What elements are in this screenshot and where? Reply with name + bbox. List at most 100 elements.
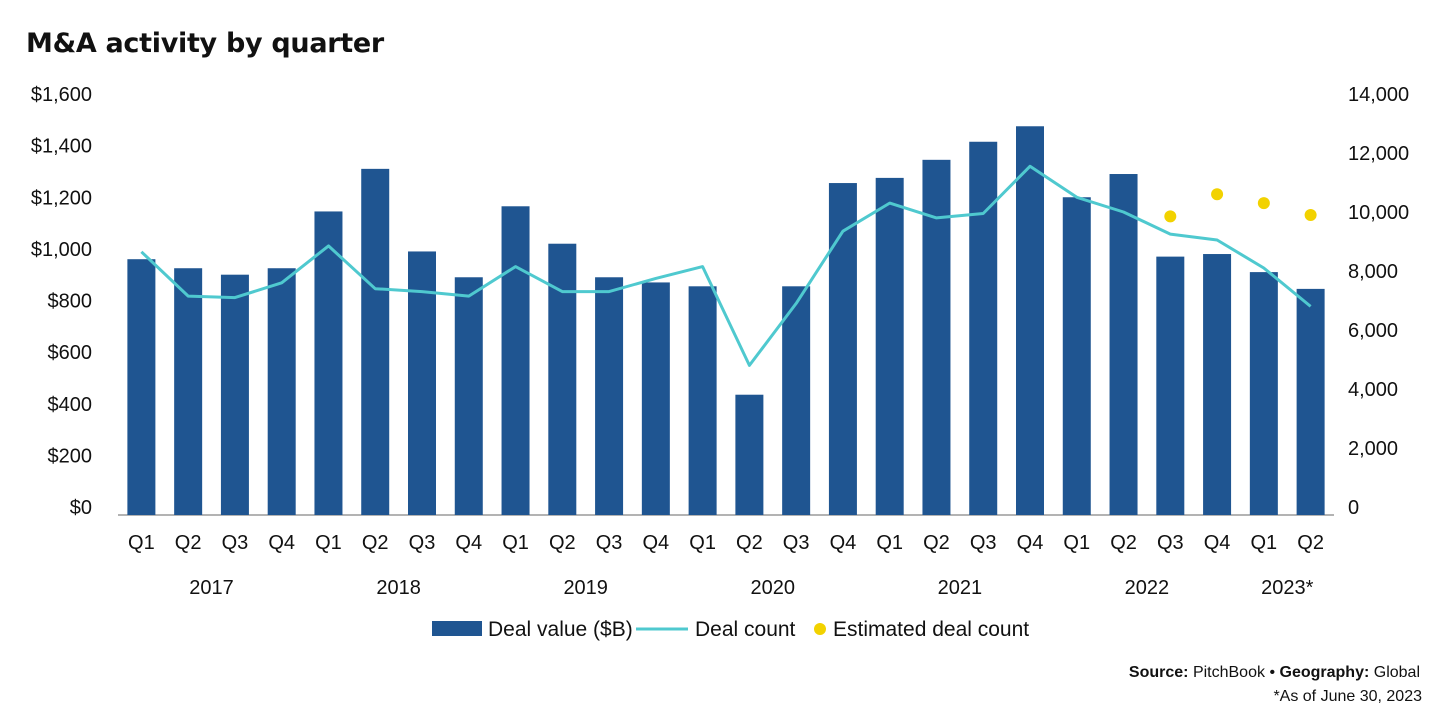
quarter-label: Q1 bbox=[502, 532, 529, 554]
year-label: 2023* bbox=[1261, 577, 1313, 599]
left-tick-label: $1,200 bbox=[31, 187, 92, 209]
left-tick-label: $1,000 bbox=[31, 239, 92, 261]
deal-value-bar bbox=[220, 274, 249, 515]
deal-value-bar bbox=[174, 268, 203, 515]
left-tick-label: $400 bbox=[48, 394, 93, 416]
left-tick-label: $1,400 bbox=[31, 136, 92, 158]
deal-value-bar bbox=[314, 211, 343, 515]
quarter-label: Q4 bbox=[830, 532, 857, 554]
year-label: 2017 bbox=[189, 577, 234, 599]
estimated-deal-count-point bbox=[1211, 188, 1224, 201]
deal-value-bar bbox=[688, 286, 717, 515]
deal-value-bar bbox=[127, 259, 156, 515]
right-tick-label: 0 bbox=[1348, 497, 1359, 519]
quarter-label: Q2 bbox=[736, 532, 763, 554]
quarter-label: Q4 bbox=[1204, 532, 1231, 554]
source-value: PitchBook bbox=[1192, 664, 1265, 681]
quarter-labels: Q1 Q2 Q3 Q4 Q1 Q2 Q3 Q4 Q1 Q2 Q3 Q4 Q1 Q2 Q3 Q4 Q1 Q2 Q3 Q4… bbox=[128, 532, 1324, 554]
chart: $0 $200 $400 $600 $800 $1,000 $1,200 $1,400 $1,6… bbox=[31, 84, 1409, 641]
quarter-label: Q1 bbox=[128, 532, 155, 554]
quarter-label: Q2 bbox=[1110, 532, 1137, 554]
quarter-label: Q3 bbox=[222, 532, 249, 554]
year-label: 2021 bbox=[938, 577, 983, 599]
deal-value-bar bbox=[408, 251, 436, 516]
quarter-label: Q1 bbox=[1251, 532, 1278, 554]
quarter-label: Q3 bbox=[409, 532, 436, 554]
year-labels: 2017 2018 2019 2020 2021 2022 2023* bbox=[189, 577, 1313, 599]
right-tick-label: 8,000 bbox=[1348, 261, 1398, 283]
quarter-label: Q4 bbox=[455, 532, 482, 554]
left-y-axis: $0 $200 $400 $600 $800 $1,000 $1,200 $1,400 $1,6… bbox=[31, 84, 92, 519]
quarter-label: Q3 bbox=[970, 532, 997, 554]
quarter-label: Q1 bbox=[315, 532, 342, 554]
deal-count-line bbox=[140, 164, 1312, 367]
deal-value-bar bbox=[501, 206, 530, 516]
quarter-label: Q2 bbox=[549, 532, 576, 554]
quarter-label: Q2 bbox=[923, 532, 950, 554]
right-tick-label: 10,000 bbox=[1348, 202, 1409, 224]
quarter-label: Q3 bbox=[1157, 532, 1184, 554]
left-tick-label: $600 bbox=[48, 342, 93, 364]
deal-value-bar bbox=[454, 277, 483, 515]
quarter-label: Q1 bbox=[876, 532, 903, 554]
right-y-axis: 0 2,000 4,000 6,000 8,000 10,000 12,000 14,000 bbox=[1348, 84, 1409, 519]
source-label: Source: bbox=[1128, 664, 1189, 681]
source-separator: • bbox=[1269, 664, 1276, 681]
deal-value-bar bbox=[1156, 256, 1185, 515]
deal-value-bar bbox=[1203, 254, 1232, 515]
deal-value-bar bbox=[1016, 126, 1044, 515]
source-line: Source: PitchBook • Geography: Global bbox=[1129, 664, 1420, 682]
estimated-deal-count-point bbox=[1257, 197, 1270, 210]
estimated-deal-count-points bbox=[1164, 188, 1317, 223]
geography-value: Global bbox=[1373, 664, 1420, 681]
year-label: 2020 bbox=[751, 577, 796, 599]
legend-swatch-estimated bbox=[814, 623, 826, 635]
deal-value-bar bbox=[595, 277, 624, 515]
year-label: 2019 bbox=[563, 577, 608, 599]
deal-value-bar bbox=[782, 286, 811, 515]
right-tick-label: 6,000 bbox=[1348, 320, 1398, 342]
as-of-note: *As of June 30, 2023 bbox=[1273, 688, 1422, 705]
quarter-label: Q1 bbox=[1063, 532, 1090, 554]
right-tick-label: 2,000 bbox=[1348, 438, 1398, 460]
deal-value-bar bbox=[1109, 174, 1138, 516]
right-tick-label: 12,000 bbox=[1348, 143, 1409, 165]
estimated-deal-count-point bbox=[1164, 210, 1177, 223]
deal-value-bar bbox=[1296, 288, 1325, 515]
deal-value-bar bbox=[548, 243, 577, 515]
deal-value-bar bbox=[969, 141, 998, 516]
quarter-label: Q3 bbox=[783, 532, 810, 554]
quarter-label: Q2 bbox=[1297, 532, 1324, 554]
quarter-label: Q4 bbox=[643, 532, 670, 554]
quarter-label: Q4 bbox=[1017, 532, 1044, 554]
quarter-label: Q1 bbox=[689, 532, 716, 554]
right-tick-label: 4,000 bbox=[1348, 379, 1398, 401]
quarter-label: Q2 bbox=[362, 532, 389, 554]
estimated-deal-count-point bbox=[1304, 208, 1317, 221]
deal-value-bar bbox=[922, 159, 951, 515]
legend-label-deal-count: Deal count bbox=[695, 618, 796, 641]
deal-value-bar bbox=[1062, 197, 1091, 515]
quarter-label: Q2 bbox=[175, 532, 202, 554]
left-tick-label: $0 bbox=[70, 497, 92, 519]
legend-label-estimated: Estimated deal count bbox=[833, 618, 1029, 641]
geography-label: Geography: bbox=[1279, 664, 1370, 681]
deal-value-bar bbox=[267, 268, 296, 515]
chart-title: M&A activity by quarter bbox=[26, 28, 384, 59]
deal-value-bar bbox=[641, 282, 670, 515]
legend-swatch-deal-value bbox=[432, 621, 482, 636]
deal-value-bar bbox=[875, 177, 904, 515]
deal-value-bars bbox=[127, 126, 1325, 516]
legend: Deal value ($B) Deal count Estimated deal … bbox=[432, 618, 1029, 641]
deal-value-bar bbox=[828, 183, 857, 515]
legend-label-deal-value: Deal value ($B) bbox=[488, 618, 633, 641]
quarter-label: Q4 bbox=[268, 532, 295, 554]
deal-value-bar bbox=[361, 168, 390, 515]
deal-value-bar bbox=[735, 394, 764, 515]
quarter-label: Q3 bbox=[596, 532, 623, 554]
year-label: 2022 bbox=[1125, 577, 1170, 599]
right-tick-label: 14,000 bbox=[1348, 84, 1409, 106]
year-label: 2018 bbox=[376, 577, 421, 599]
left-tick-label: $800 bbox=[48, 291, 93, 313]
left-tick-label: $200 bbox=[48, 445, 93, 467]
